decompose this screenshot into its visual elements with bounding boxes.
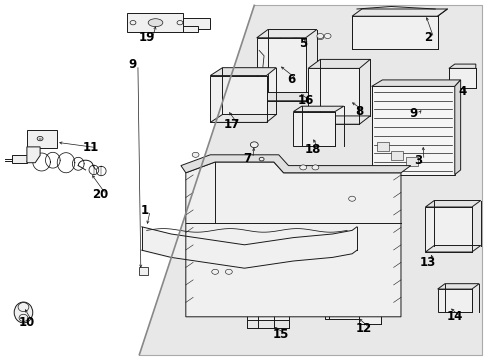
Bar — [249, 282, 258, 291]
Polygon shape — [421, 87, 455, 91]
Text: 18: 18 — [304, 143, 321, 156]
Circle shape — [311, 165, 318, 170]
Circle shape — [299, 165, 306, 170]
Text: 17: 17 — [224, 118, 240, 131]
Polygon shape — [425, 201, 480, 207]
Bar — [307, 68, 359, 124]
Circle shape — [211, 269, 218, 274]
Text: 10: 10 — [19, 316, 35, 329]
Polygon shape — [256, 93, 316, 101]
Bar — [325, 272, 346, 319]
Ellipse shape — [14, 302, 33, 323]
Polygon shape — [352, 277, 368, 290]
Bar — [371, 86, 454, 175]
Text: 5: 5 — [299, 37, 306, 50]
Polygon shape — [210, 114, 276, 122]
Bar — [390, 151, 403, 160]
Text: 8: 8 — [355, 105, 363, 118]
Text: 11: 11 — [82, 141, 99, 154]
Circle shape — [348, 196, 355, 201]
Bar — [183, 18, 210, 29]
Bar — [359, 288, 381, 324]
Text: 14: 14 — [446, 310, 462, 323]
Polygon shape — [437, 284, 478, 289]
Text: 7: 7 — [243, 152, 250, 165]
Text: 16: 16 — [297, 94, 313, 107]
Bar — [210, 76, 266, 122]
Text: 9: 9 — [128, 58, 136, 71]
Polygon shape — [307, 59, 369, 68]
Polygon shape — [425, 246, 480, 252]
Polygon shape — [185, 162, 400, 317]
Polygon shape — [293, 106, 343, 112]
Text: 3: 3 — [413, 154, 421, 167]
Bar — [437, 289, 471, 312]
Bar — [405, 157, 417, 166]
Polygon shape — [320, 259, 334, 272]
Text: 19: 19 — [138, 31, 155, 44]
Ellipse shape — [148, 19, 163, 27]
Bar — [127, 13, 183, 32]
Bar — [12, 155, 27, 163]
Text: 20: 20 — [92, 188, 108, 201]
Circle shape — [250, 142, 258, 148]
Polygon shape — [448, 64, 475, 68]
Polygon shape — [351, 9, 447, 16]
Text: 12: 12 — [355, 322, 372, 335]
Text: 9: 9 — [408, 107, 416, 120]
Polygon shape — [181, 155, 410, 173]
Bar — [293, 112, 334, 146]
Bar — [421, 91, 448, 109]
Text: 15: 15 — [272, 328, 289, 341]
Bar — [256, 38, 305, 101]
Bar — [139, 267, 148, 275]
Polygon shape — [307, 116, 369, 124]
Bar — [27, 130, 57, 148]
Polygon shape — [256, 30, 316, 38]
Bar — [376, 142, 388, 151]
Polygon shape — [27, 147, 40, 163]
Text: 2: 2 — [423, 31, 431, 44]
Text: 4: 4 — [457, 85, 465, 98]
Polygon shape — [371, 80, 460, 86]
Polygon shape — [454, 80, 460, 175]
Circle shape — [316, 33, 323, 39]
Bar — [448, 68, 475, 88]
Bar — [425, 207, 471, 252]
Text: 13: 13 — [419, 256, 435, 269]
Circle shape — [225, 269, 232, 274]
Bar — [271, 282, 280, 291]
Polygon shape — [210, 68, 276, 76]
Polygon shape — [139, 5, 481, 355]
Text: 6: 6 — [286, 73, 294, 86]
Bar — [246, 291, 288, 328]
Bar — [325, 309, 381, 319]
Circle shape — [259, 157, 264, 161]
Bar — [246, 320, 288, 328]
Bar — [183, 26, 198, 32]
Bar — [351, 16, 437, 49]
Text: 1: 1 — [140, 204, 148, 217]
Circle shape — [324, 33, 330, 39]
Circle shape — [192, 152, 199, 157]
